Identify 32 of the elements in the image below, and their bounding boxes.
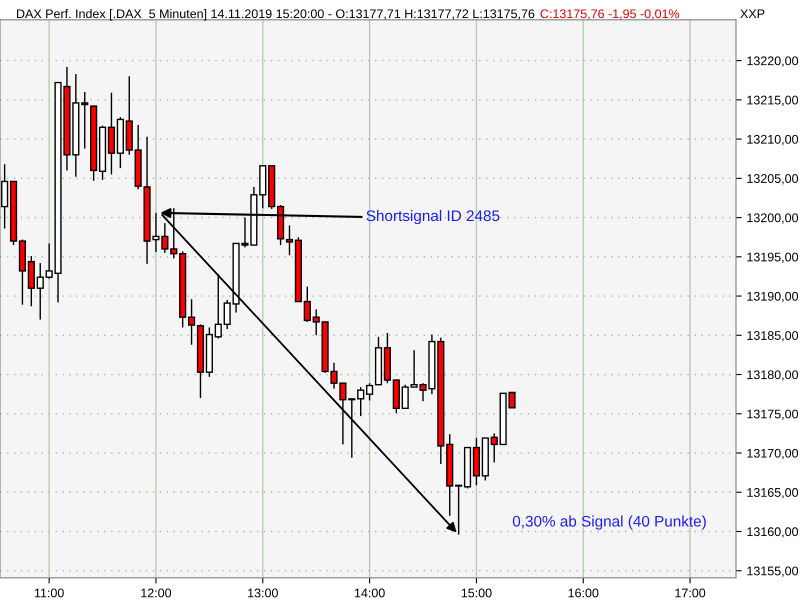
y-tick-label: 13190,00 [747,292,798,302]
text: XXP [740,9,764,18]
y-tick-label: 13155,00 [747,566,798,577]
y-tick-label: 13180,00 [747,370,798,381]
candlestick [152,212,160,253]
y-tick-label: 13175,00 [747,410,798,420]
candlestick [419,382,427,402]
y-tick-label: 13220,00 [747,56,798,67]
y-tick-label: 13205,00 [747,174,798,184]
x-tick-label: 17:00 [675,588,706,598]
x-tick-label: 12:00 [141,588,172,598]
chart-title: DAX Perf. Index [.DAX 5 Minuten] 14.11.2019 15:20:00 - O:13177,71 H:13177,72 L:13175,76 [17,9,534,21]
y-tick-label: 13160,00 [747,527,798,538]
annotation: 0,30% ab Signal (40 Punkte) [512,515,706,530]
chart-subtitle: C:13175,76 -1,95 -0,01% [540,9,680,20]
x-tick-label: 15:00 [462,588,492,598]
candlestick [241,216,249,248]
y-tick-label: 13195,00 [747,252,798,263]
candlestick [286,224,294,256]
y-tick-label: 13210,00 [747,134,798,146]
y-tick-label: 13185,00 [747,331,798,342]
annotation: Shortsignal ID 2485 [366,210,500,224]
x-tick-label: 11:00 [34,588,64,598]
candlestick [508,392,516,409]
x-tick-label: 13:00 [248,588,278,598]
y-tick-label: 13165,00 [747,488,798,498]
y-tick-label: 13215,00 [747,96,798,106]
candlestick [330,362,338,390]
y-tick-label: 13170,00 [747,448,798,460]
x-tick-label: 14:00 [354,588,385,598]
y-tick-label: 13200,00 [747,213,798,224]
x-tick-label: 16:00 [568,588,598,598]
